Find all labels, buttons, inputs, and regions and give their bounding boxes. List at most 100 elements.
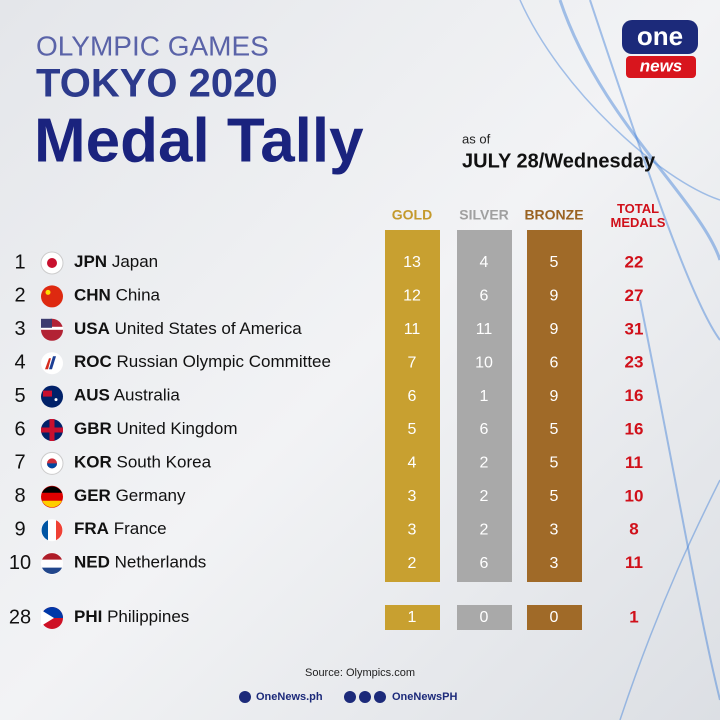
- country: CHN China: [74, 286, 161, 305]
- gold-count: 11: [404, 321, 421, 338]
- bronze-count: 6: [550, 354, 559, 371]
- table-row: 5 AUS Australia 6 1 9 16: [14, 385, 643, 408]
- table-row: 9 FRA France 3 2 3 8: [14, 518, 639, 542]
- country: GBR United Kingdom: [74, 419, 237, 438]
- table-row: 6 GBR United Kingdom 5 6 5 16: [14, 418, 643, 441]
- country-code: JPN: [74, 252, 107, 271]
- total-count: 31: [625, 319, 644, 338]
- silver-count: 1: [480, 388, 489, 405]
- bronze-count: 9: [550, 388, 559, 405]
- rank: 3: [14, 318, 25, 340]
- flag: [47, 463, 57, 469]
- date: JULY 28/Wednesday: [462, 150, 656, 172]
- icon: [239, 691, 251, 703]
- country-name: China: [116, 286, 161, 305]
- country-code: AUS: [74, 386, 110, 405]
- bronze-column: [527, 230, 582, 582]
- bronze-count: 3: [550, 521, 559, 538]
- flag: [42, 486, 62, 493]
- rank: 28: [9, 606, 31, 628]
- country-name: United Kingdom: [117, 419, 238, 438]
- silver-count: 6: [480, 555, 489, 572]
- column-header: SILVER: [459, 207, 509, 223]
- total-count: 22: [625, 252, 644, 271]
- bronze-count: 0: [550, 609, 559, 626]
- rank: 7: [14, 452, 25, 474]
- rank: 10: [9, 552, 31, 574]
- table-row: 4 ROC Russian Olympic Committee 7 10 6 23: [14, 351, 644, 375]
- country-code: GER: [74, 486, 111, 505]
- source: Source: Olympics.com: [305, 667, 415, 679]
- country: GER Germany: [74, 486, 186, 505]
- country-code: CHN: [74, 286, 111, 305]
- flag: [45, 289, 51, 295]
- flag: [47, 258, 57, 268]
- flag: [41, 285, 63, 308]
- gold-count: 13: [403, 254, 421, 271]
- country-name: South Korea: [117, 453, 212, 472]
- country-code: FRA: [74, 520, 109, 539]
- silver-count: 11: [476, 321, 493, 338]
- table-row: 10 NED Netherlands 2 6 3 11: [9, 552, 643, 575]
- flag: [56, 520, 63, 541]
- gold-count: 3: [408, 488, 417, 505]
- table-row: 8 GER Germany 3 2 5 10: [14, 485, 643, 508]
- flag: [49, 356, 56, 370]
- gold-count: 12: [403, 288, 421, 305]
- total-count: 16: [625, 419, 644, 438]
- title-line3: Medal Tally: [34, 106, 364, 175]
- flag: [43, 390, 52, 397]
- country: JPN Japan: [74, 252, 158, 271]
- table-row: 2 CHN China 12 6 9 27: [14, 285, 643, 308]
- country-name: Netherlands: [115, 553, 207, 572]
- icon: [359, 691, 371, 703]
- total-count: 8: [629, 520, 638, 539]
- silver-count: 2: [480, 488, 489, 505]
- bronze-count: 5: [550, 488, 559, 505]
- bronze-count: 3: [550, 555, 559, 572]
- table-row: 28 PHI Philippines 1 0 0 1: [9, 606, 639, 629]
- country: USA United States of America: [74, 319, 302, 338]
- swoosh: [519, 0, 720, 721]
- table-row: 7 KOR South Korea 4 2 5 11: [14, 452, 643, 475]
- country-code: ROC: [74, 353, 112, 372]
- gold-count: 4: [408, 455, 417, 472]
- flag: [42, 500, 62, 508]
- title-line2: TOKYO 2020: [36, 62, 278, 106]
- gold-cell: [385, 605, 440, 630]
- flag: [49, 419, 55, 441]
- bronze-count: 9: [550, 288, 559, 305]
- table-row: 1 JPN Japan 13 4 5 22: [14, 251, 644, 275]
- logo-top: one: [637, 21, 683, 51]
- country-code: USA: [74, 319, 110, 338]
- country-code: PHI: [74, 607, 102, 626]
- total-count: 23: [625, 353, 644, 372]
- gold-count: 2: [408, 555, 417, 572]
- gold-count: 6: [408, 388, 417, 405]
- flag: [42, 553, 62, 560]
- country-name: Philippines: [107, 607, 189, 626]
- bronze-cell: [527, 605, 582, 630]
- flag: [45, 358, 51, 370]
- country: PHI Philippines: [74, 607, 189, 626]
- total-count: 11: [625, 553, 643, 572]
- gold-count: 7: [408, 354, 417, 371]
- logo-sub-box: [626, 56, 696, 78]
- country: AUS Australia: [74, 386, 180, 405]
- icon: [344, 691, 356, 703]
- country: NED Netherlands: [74, 553, 206, 572]
- country-name: Australia: [114, 386, 181, 405]
- silver-cell: [457, 605, 512, 630]
- column-header: TOTAL MEDALS: [611, 201, 666, 230]
- logo-box: [622, 20, 698, 54]
- gold-count: 1: [408, 609, 417, 626]
- icon: [374, 691, 386, 703]
- flag: [41, 318, 52, 328]
- gold-count: 3: [408, 521, 417, 538]
- country: ROC Russian Olympic Committee: [74, 353, 331, 372]
- gold-count: 5: [408, 421, 417, 438]
- bronze-count: 9: [550, 321, 559, 338]
